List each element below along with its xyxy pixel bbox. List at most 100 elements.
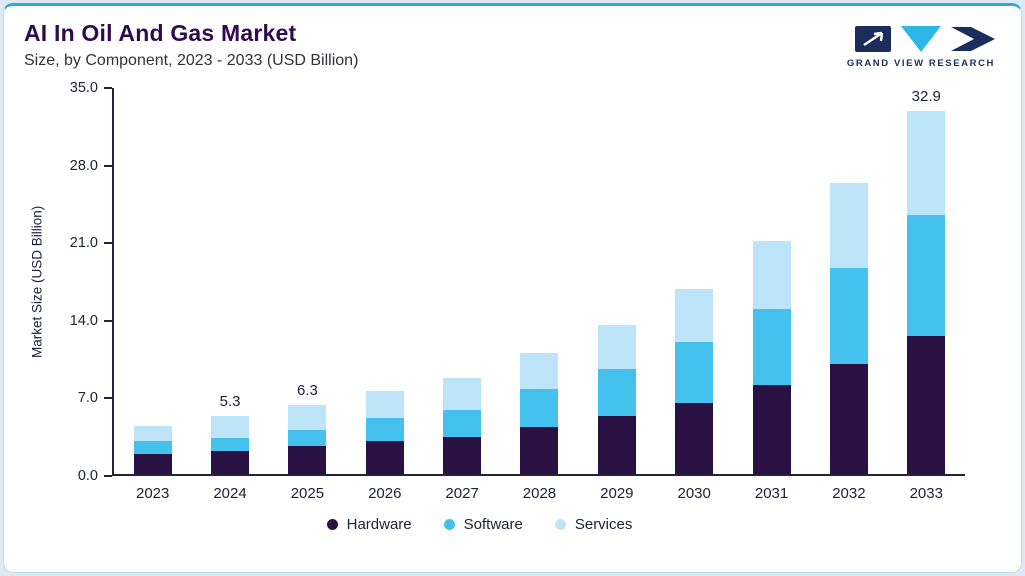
bar-segment-services[interactable] <box>443 378 482 411</box>
stacked-bar-2033[interactable]: 32.9 <box>907 88 946 474</box>
legend-label: Services <box>574 516 633 533</box>
bar-segment-hardware[interactable] <box>443 436 482 474</box>
total-label: 6.3 <box>296 381 318 399</box>
bar-segment-hardware[interactable] <box>520 426 559 474</box>
legend-marker-services-icon <box>554 519 566 530</box>
title-block: AI In Oil And Gas Market Size, by Compon… <box>24 20 358 70</box>
stacked-bar-2027[interactable] <box>443 378 482 474</box>
x-tick-label: 2023 <box>135 485 170 502</box>
bar-segment-hardware[interactable] <box>752 384 791 474</box>
bar-segment-software[interactable] <box>211 437 250 451</box>
bar-segment-hardware[interactable] <box>675 403 714 474</box>
y-tick-label: 7.0 <box>77 390 98 407</box>
bar-column <box>810 88 887 474</box>
stacked-bar-2031[interactable] <box>752 241 791 474</box>
bar-segment-software[interactable] <box>133 440 172 455</box>
legend-label: Software <box>463 516 523 533</box>
bar-segment-hardware[interactable] <box>288 446 327 474</box>
bar-segment-services[interactable] <box>829 182 868 268</box>
bar-segment-services[interactable] <box>520 352 559 390</box>
gvr-logo-text: GRAND VIEW RESEARCH <box>846 58 995 69</box>
bar-segment-services[interactable] <box>211 415 250 438</box>
y-tick-mark <box>104 87 112 89</box>
x-tick-label: 2033 <box>909 485 943 502</box>
bar-segment-services[interactable] <box>907 111 946 215</box>
x-tick-label: 2025 <box>290 485 325 502</box>
stacked-bar-2030[interactable] <box>675 288 714 474</box>
total-label: 32.9 <box>911 88 941 106</box>
y-tick-label: 0.0 <box>77 468 98 484</box>
stacked-bar-2026[interactable] <box>365 391 404 474</box>
bar-segment-services[interactable] <box>288 404 327 430</box>
gvr-logo: GRAND VIEW RESEARCH <box>847 24 995 69</box>
bar-segment-hardware[interactable] <box>829 363 868 474</box>
bar-segment-services[interactable] <box>365 391 404 418</box>
chart-subtitle: Size, by Component, 2023 - 2033 (USD Bil… <box>24 52 359 69</box>
bar-column <box>346 88 423 474</box>
chart-card: AI In Oil And Gas Market Size, by Compon… <box>3 3 1022 573</box>
plot-area: 5.3 6.3 32.9 <box>112 88 965 476</box>
stacked-bar-2032[interactable] <box>829 182 868 474</box>
bar-column: 32.9 <box>888 88 965 474</box>
bar-segment-software[interactable] <box>675 341 714 404</box>
bar-segment-software[interactable] <box>365 417 404 441</box>
bar-segment-hardware[interactable] <box>133 454 172 474</box>
bar-segment-hardware[interactable] <box>597 415 636 474</box>
legend-label: Hardware <box>346 516 412 533</box>
stacked-bar-2024[interactable]: 5.3 <box>211 393 250 474</box>
bar-segment-software[interactable] <box>288 429 327 447</box>
y-axis-title-text: Market Size (USD Billion) <box>29 205 45 359</box>
bar-segment-services[interactable] <box>752 241 791 309</box>
legend: Hardware Software Services <box>24 516 935 533</box>
y-axis-ticks: 0.0 7.0 14.0 21.0 28.0 35.0 <box>50 80 112 484</box>
x-tick-label: 2031 <box>754 485 789 502</box>
x-tick-label: 2029 <box>600 485 634 502</box>
bar-segment-software[interactable] <box>443 410 482 437</box>
gvr-logo-mark <box>855 26 995 52</box>
bar-segment-software[interactable] <box>907 214 946 337</box>
plot-column: 5.3 6.3 32.9 2023 2024 2025 2026 2027 2028 2029 2… <box>112 88 995 502</box>
y-axis-title: Market Size (USD Billion) <box>24 88 50 476</box>
bar-column: 5.3 <box>191 88 268 474</box>
bar-column <box>656 88 733 474</box>
y-tick-mark <box>104 319 112 322</box>
y-tick-mark <box>104 242 112 245</box>
chart-area: Market Size (USD Billion) 0.0 7.0 14.0 21.0… <box>24 80 995 502</box>
x-tick-label: 2026 <box>368 485 402 502</box>
bar-segment-hardware[interactable] <box>365 440 404 474</box>
bar-column: 6.3 <box>269 88 346 474</box>
bar-segment-software[interactable] <box>597 369 636 416</box>
bar-segment-services[interactable] <box>133 425 172 441</box>
y-tick-label: 21.0 <box>69 235 98 252</box>
y-tick-mark <box>104 164 112 167</box>
bar-column <box>578 88 655 474</box>
x-tick-label: 2030 <box>677 485 711 502</box>
x-tick-label: 2032 <box>832 485 866 502</box>
x-tick-label: 2028 <box>522 485 557 502</box>
legend-item-services[interactable]: Services <box>554 516 633 533</box>
y-tick-label: 14.0 <box>69 312 98 329</box>
chart-header: AI In Oil And Gas Market Size, by Compon… <box>24 20 995 70</box>
bar-segment-hardware[interactable] <box>211 450 250 474</box>
stacked-bar-2028[interactable] <box>520 352 559 474</box>
total-label: 5.3 <box>219 392 241 410</box>
y-tick-mark <box>104 397 112 400</box>
legend-marker-software-icon <box>443 519 455 530</box>
bar-segment-software[interactable] <box>752 308 791 385</box>
legend-item-software[interactable]: Software <box>443 516 523 533</box>
y-tick-label: 35.0 <box>69 80 98 96</box>
x-axis-ticks: 2023 2024 2025 2026 2027 2028 2029 2030 2031 2032… <box>114 485 965 502</box>
bar-column <box>733 88 810 474</box>
bar-column <box>423 88 500 474</box>
bar-segment-services[interactable] <box>597 325 636 370</box>
stacked-bar-2029[interactable] <box>597 325 636 474</box>
bar-segment-hardware[interactable] <box>907 336 946 474</box>
stacked-bar-2025[interactable]: 6.3 <box>288 382 327 474</box>
bar-segment-services[interactable] <box>675 288 714 342</box>
stacked-bar-2023[interactable] <box>133 425 172 474</box>
y-tick-label: 28.0 <box>69 157 98 174</box>
bar-segment-software[interactable] <box>829 267 868 364</box>
bar-column <box>501 88 578 474</box>
bar-segment-software[interactable] <box>520 389 559 427</box>
legend-item-hardware[interactable]: Hardware <box>326 516 412 533</box>
